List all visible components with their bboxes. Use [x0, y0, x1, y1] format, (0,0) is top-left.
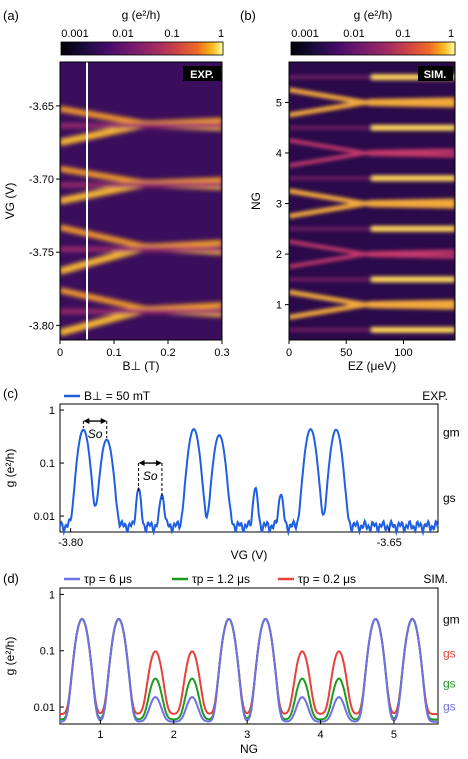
line-d-legend-label: τp = 6 μs [84, 572, 132, 586]
line-c-so-label: So [88, 427, 103, 441]
heatmap-b-tag-box [418, 66, 453, 81]
colorbar-a-tick-2: 0.1 [164, 28, 179, 40]
heatmap-a-xtick-label: 0 [57, 347, 63, 359]
heatmap-b-frame [288, 61, 456, 341]
line-c-ytick-label: 1 [49, 405, 55, 417]
line-d-right-label: gs [443, 677, 456, 691]
heatmap-a-tag-box [183, 66, 221, 81]
line-chart-d-frame [59, 587, 439, 725]
heatmap-b-tag: SIM. [424, 69, 447, 81]
panel-label-b: (b) [240, 8, 256, 23]
line-chart-d: 0.01 0.1 1 1 2 3 4 5 NG g (e²/h) τp = 6 μs τp = 1.2… [3, 572, 460, 756]
colorbar-a-bar [60, 41, 224, 56]
panel-label-d: (d) [3, 571, 19, 586]
heatmap-b-band [289, 138, 455, 158]
line-c-so-arrowhead [138, 460, 162, 467]
line-c-xlabel: VG (V) [231, 548, 268, 562]
line-c-series [59, 427, 439, 537]
heatmap-b-band [289, 289, 455, 310]
line-d-xlabel: NG [240, 742, 258, 756]
heatmap-b-band [289, 239, 455, 259]
heatmap-b-xtick-label: 0 [286, 347, 292, 359]
heatmap-a-xtick-label: 0.3 [214, 347, 229, 359]
colorbar-a-label: g (e²/h) [122, 8, 161, 22]
line-d-ylabel: g (e²/h) [3, 637, 17, 676]
line-d-xtick-label: 2 [171, 729, 177, 741]
heatmap-b-band [289, 87, 455, 108]
heatmap-b-xtick-label: 100 [394, 347, 412, 359]
colorbar-b-bar [290, 41, 456, 56]
line-c-so-arrowhead [83, 418, 107, 425]
colorbar-b: g (e²/h) 0.001 0.01 0.1 1 [290, 8, 456, 56]
line-c-so-label: So [143, 469, 158, 483]
colorbar-b-tick-2: 0.1 [395, 28, 410, 40]
heatmap-b-xlabel: EZ (μeV) [348, 359, 396, 373]
line-d-right-label: gm [443, 612, 460, 626]
heatmap-a-ytick-label: -3.65 [29, 101, 54, 113]
line-d-xtick-label: 5 [391, 729, 397, 741]
heatmap-a-marker-line [86, 62, 88, 340]
line-c-xtick-label: -3.65 [377, 537, 402, 549]
line-c-ylabel: g (e²/h) [3, 449, 17, 488]
heatmap-a-xlabel: B⊥ (T) [122, 359, 159, 373]
line-c-ytick-label: 0.1 [40, 458, 55, 470]
panel-label-a: (a) [3, 8, 19, 23]
line-d-series [60, 617, 438, 723]
line-d-xtick-label: 4 [318, 729, 324, 741]
line-d-xtick-label: 1 [97, 729, 103, 741]
line-c-tag: EXP. [422, 389, 448, 403]
line-d-tag: SIM. [423, 572, 448, 586]
line-c-legend-label: B⊥ = 50 mT [84, 389, 151, 403]
line-chart-c-frame [59, 403, 439, 533]
heatmap-b-ytick-label: 5 [276, 97, 282, 109]
panel-label-c: (c) [3, 386, 18, 401]
heatmap-b-ylabel: NG [249, 192, 263, 210]
heatmap-b-ytick-label: 4 [276, 148, 282, 160]
colorbar-a-tick-1: 0.01 [112, 28, 133, 40]
colorbar-b-tick-1: 0.01 [343, 28, 364, 40]
line-c-right-label-gs: gs [443, 491, 456, 505]
line-c-right-label-gm: gm [443, 425, 460, 439]
heatmap-a-ytick-label: -3.70 [29, 174, 54, 186]
line-d-ytick-label: 0.1 [40, 646, 55, 658]
heatmap-a-ylabel: VG (V) [3, 183, 17, 220]
line-d-ytick-label: 0.01 [34, 702, 55, 714]
heatmap-b-ytick-label: 1 [276, 300, 282, 312]
heatmap-b-ytick-label: 2 [276, 249, 282, 261]
colorbar-a: g (e²/h) 0.001 0.01 0.1 1 [60, 8, 224, 56]
line-d-ytick-label: 1 [49, 589, 55, 601]
heatmap-b-ytick-label: 3 [276, 199, 282, 211]
heatmap-a-ytick-label: -3.80 [29, 320, 54, 332]
line-d-legend-label: τp = 1.2 μs [192, 572, 250, 586]
heatmap-b: SIM. 0 50 100 1 2 3 4 5 EZ (μeV) NG [249, 61, 456, 373]
line-c-ytick-label: 0.01 [34, 511, 55, 523]
line-d-right-label: gs [443, 699, 456, 713]
line-chart-c: 0.01 0.1 1 -3.80 -3.65 VG (V) g (e²/h) B⊥ = 50 … [3, 389, 460, 562]
colorbar-a-tick-0: 0.001 [61, 28, 89, 40]
line-d-right-label: gs [443, 646, 456, 660]
heatmap-a-frame [59, 61, 223, 341]
heatmap-b-xtick-label: 50 [340, 347, 352, 359]
line-d-legend-label: τp = 0.2 μs [298, 572, 356, 586]
colorbar-b-label: g (e²/h) [354, 8, 393, 22]
heatmap-a-tag: EXP. [190, 69, 214, 81]
colorbar-a-tick-3: 1 [218, 28, 224, 40]
line-d-xtick-label: 3 [244, 729, 250, 741]
heatmap-a-xtick-label: 0.2 [160, 347, 175, 359]
heatmap-a-xtick-label: 0.1 [106, 347, 121, 359]
heatmap-b-band [289, 188, 455, 209]
heatmap-a-ytick-label: -3.75 [29, 247, 54, 259]
heatmap-a: EXP. 0 0.1 0.2 0.3 -3.65 -3.70 -3.75 -3.80 B⊥ (T… [3, 61, 230, 373]
colorbar-b-tick-3: 1 [448, 28, 454, 40]
colorbar-b-tick-0: 0.001 [291, 28, 319, 40]
line-c-xtick-label: -3.80 [58, 537, 83, 549]
